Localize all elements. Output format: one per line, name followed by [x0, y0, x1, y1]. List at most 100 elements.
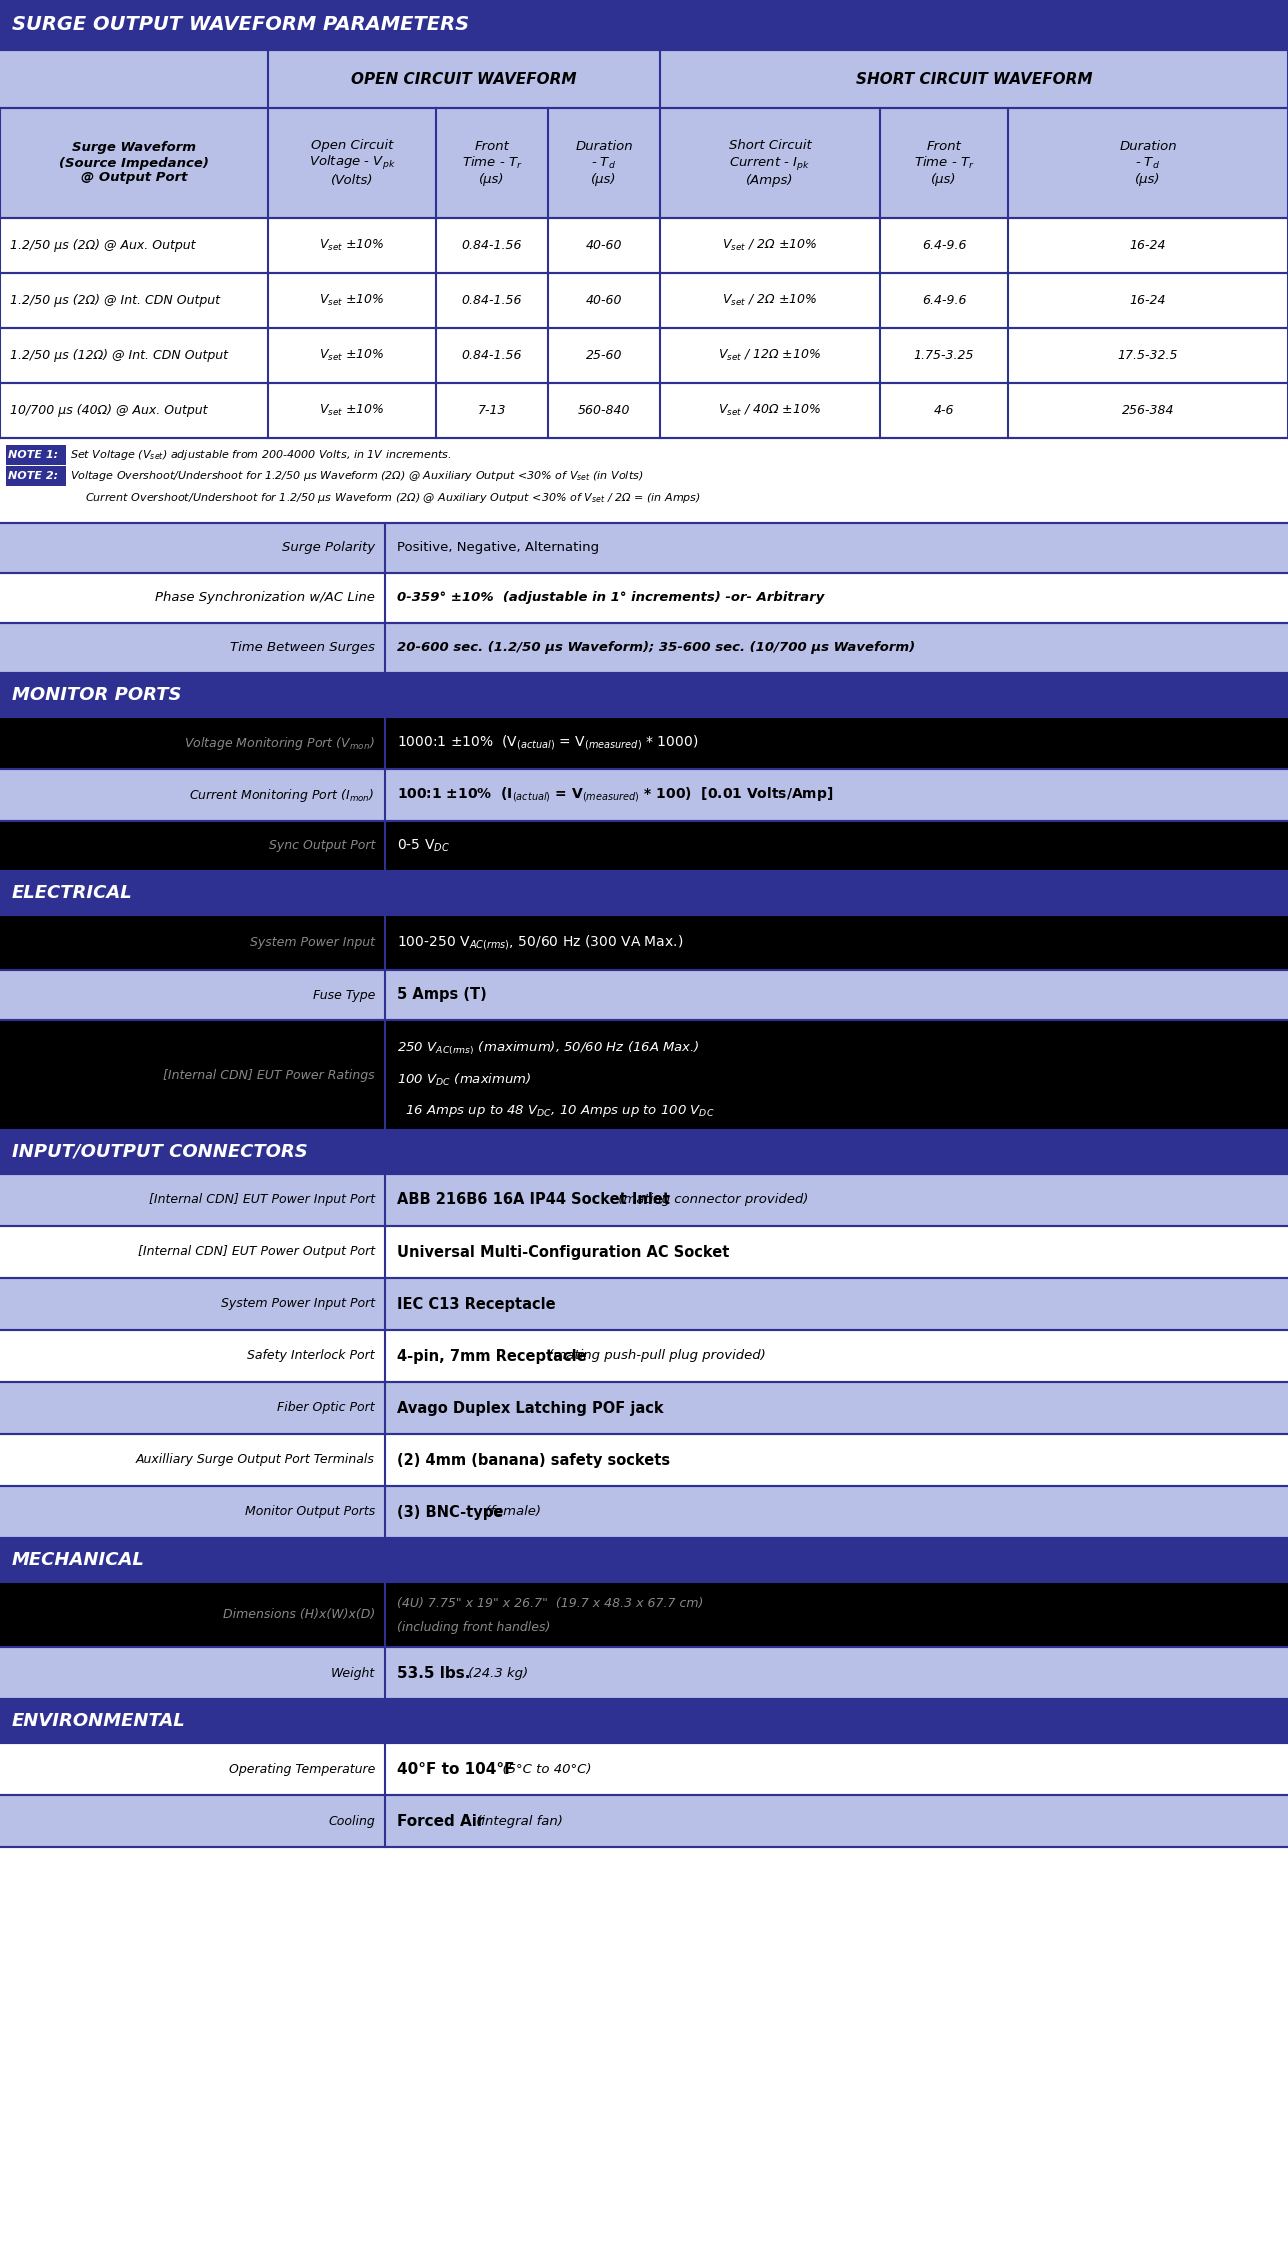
- Text: 25-60: 25-60: [586, 350, 622, 361]
- Text: Operating Temperature: Operating Temperature: [229, 1762, 375, 1776]
- Text: 10/700 µs (40Ω) @ Aux. Output: 10/700 µs (40Ω) @ Aux. Output: [10, 404, 207, 417]
- Text: [Internal CDN] EUT Power Input Port: [Internal CDN] EUT Power Input Port: [149, 1193, 375, 1206]
- Text: [Internal CDN] EUT Power Output Port: [Internal CDN] EUT Power Output Port: [138, 1247, 375, 1258]
- Text: 6.4-9.6: 6.4-9.6: [922, 294, 966, 307]
- Text: 1.75-3.25: 1.75-3.25: [913, 350, 974, 361]
- Text: Surge Polarity: Surge Polarity: [282, 543, 375, 554]
- Text: 0-359° ±10%  (adjustable in 1° increments) -or- Arbitrary: 0-359° ±10% (adjustable in 1° increments…: [397, 592, 824, 605]
- Text: V$_{set}$ / 12Ω ±10%: V$_{set}$ / 12Ω ±10%: [719, 348, 822, 363]
- Bar: [0, 1130, 1288, 1175]
- Text: V$_{set}$ ±10%: V$_{set}$ ±10%: [319, 348, 385, 363]
- Text: Current Overshoot/Undershoot for 1.2/50 µs Waveform (2Ω) @ Auxiliary Output <30%: Current Overshoot/Undershoot for 1.2/50 …: [85, 491, 701, 504]
- Text: Forced Air: Forced Air: [397, 1814, 484, 1829]
- Text: INPUT/OUTPUT CONNECTORS: INPUT/OUTPUT CONNECTORS: [12, 1143, 308, 1161]
- Text: 4-pin, 7mm Receptacle: 4-pin, 7mm Receptacle: [397, 1347, 586, 1363]
- Bar: [0, 1330, 1288, 1381]
- Text: 20-600 sec. (1.2/50 µs Waveform); 35-600 sec. (10/700 µs Waveform): 20-600 sec. (1.2/50 µs Waveform); 35-600…: [397, 641, 916, 655]
- Text: 250 V$_{AC (rms)}$ (maximum), 50/60 Hz (16A Max.): 250 V$_{AC (rms)}$ (maximum), 50/60 Hz (…: [397, 1040, 699, 1056]
- Text: V$_{set}$ ±10%: V$_{set}$ ±10%: [319, 404, 385, 417]
- Text: System Power Input: System Power Input: [250, 935, 375, 948]
- Text: 7-13: 7-13: [478, 404, 506, 417]
- Text: System Power Input Port: System Power Input Port: [220, 1298, 375, 1312]
- Text: OPEN CIRCUIT WAVEFORM: OPEN CIRCUIT WAVEFORM: [352, 72, 577, 87]
- Text: 4-6: 4-6: [934, 404, 954, 417]
- Bar: [0, 108, 1288, 217]
- Text: Duration
- T$_d$
(µs): Duration - T$_d$ (µs): [1119, 141, 1177, 186]
- Bar: [0, 574, 1288, 623]
- Bar: [0, 437, 1288, 522]
- Text: Safety Interlock Port: Safety Interlock Port: [247, 1350, 375, 1363]
- Bar: [0, 1847, 1288, 2242]
- Text: 560-840: 560-840: [578, 404, 630, 417]
- Bar: [0, 1742, 1288, 1796]
- Text: SURGE OUTPUT WAVEFORM PARAMETERS: SURGE OUTPUT WAVEFORM PARAMETERS: [12, 16, 469, 34]
- Bar: [6, 466, 66, 487]
- Text: 1.2/50 µs (2Ω) @ Int. CDN Output: 1.2/50 µs (2Ω) @ Int. CDN Output: [10, 294, 220, 307]
- Text: (including front handles): (including front handles): [397, 1621, 550, 1634]
- Text: 100 V$_{DC}$ (maximum): 100 V$_{DC}$ (maximum): [397, 1072, 532, 1087]
- Bar: [0, 717, 1288, 769]
- Text: ABB 216B6 16A IP44 Socket Inlet: ABB 216B6 16A IP44 Socket Inlet: [397, 1193, 670, 1208]
- Text: 1000:1 ±10%  (V$_{(actual)}$ = V$_{(measured)}$ * 1000): 1000:1 ±10% (V$_{(actual)}$ = V$_{(measu…: [397, 733, 698, 753]
- Text: [Internal CDN] EUT Power Ratings: [Internal CDN] EUT Power Ratings: [164, 1069, 375, 1081]
- Bar: [0, 217, 1288, 274]
- Text: (3) BNC-type: (3) BNC-type: [397, 1504, 504, 1520]
- Text: Monitor Output Ports: Monitor Output Ports: [245, 1504, 375, 1518]
- Text: (mating connector provided): (mating connector provided): [614, 1193, 809, 1206]
- Bar: [0, 1278, 1288, 1330]
- Text: 0.84-1.56: 0.84-1.56: [462, 294, 522, 307]
- Bar: [0, 49, 1288, 108]
- Text: Voltage Overshoot/Undershoot for 1.2/50 µs Waveform (2Ω) @ Auxiliary Output <30%: Voltage Overshoot/Undershoot for 1.2/50 …: [70, 469, 644, 482]
- Text: Sync Output Port: Sync Output Port: [269, 839, 375, 852]
- Bar: [0, 915, 1288, 971]
- Text: Short Circuit
Current - I$_{pk}$
(Amps): Short Circuit Current - I$_{pk}$ (Amps): [729, 139, 811, 186]
- Bar: [0, 383, 1288, 437]
- Text: (24.3 kg): (24.3 kg): [465, 1666, 528, 1679]
- Text: (5°C to 40°C): (5°C to 40°C): [495, 1762, 592, 1776]
- Bar: [0, 1226, 1288, 1278]
- Bar: [0, 0, 1288, 49]
- Text: Cooling: Cooling: [328, 1814, 375, 1827]
- Text: Current Monitoring Port (I$_{mon}$): Current Monitoring Port (I$_{mon}$): [189, 787, 375, 803]
- Text: 53.5 lbs.: 53.5 lbs.: [397, 1666, 470, 1682]
- Text: Fiber Optic Port: Fiber Optic Port: [277, 1401, 375, 1415]
- Text: 16 Amps up to 48 V$_{DC}$, 10 Amps up to 100 V$_{DC}$: 16 Amps up to 48 V$_{DC}$, 10 Amps up to…: [397, 1103, 715, 1119]
- Text: Avago Duplex Latching POF jack: Avago Duplex Latching POF jack: [397, 1401, 663, 1415]
- Text: (female): (female): [480, 1504, 541, 1518]
- Bar: [0, 1699, 1288, 1742]
- Bar: [0, 1538, 1288, 1583]
- Text: (2) 4mm (banana) safety sockets: (2) 4mm (banana) safety sockets: [397, 1453, 670, 1469]
- Text: 4-pin, 7mm Receptacle: 4-pin, 7mm Receptacle: [397, 1347, 586, 1363]
- Text: 16-24: 16-24: [1130, 240, 1166, 251]
- Text: ENVIRONMENTAL: ENVIRONMENTAL: [12, 1713, 185, 1731]
- Text: V$_{set}$ / 2Ω ±10%: V$_{set}$ / 2Ω ±10%: [723, 294, 818, 307]
- Bar: [0, 623, 1288, 673]
- Text: (mating push-pull plug provided): (mating push-pull plug provided): [544, 1350, 766, 1363]
- Text: Dimensions (H)x(W)x(D): Dimensions (H)x(W)x(D): [223, 1608, 375, 1621]
- Bar: [0, 1020, 1288, 1130]
- Bar: [0, 274, 1288, 327]
- Text: 100-250 V$_{AC (rms)}$, 50/60 Hz (300 VA Max.): 100-250 V$_{AC (rms)}$, 50/60 Hz (300 VA…: [397, 933, 683, 953]
- Bar: [0, 1435, 1288, 1486]
- Text: 1.2/50 µs (12Ω) @ Int. CDN Output: 1.2/50 µs (12Ω) @ Int. CDN Output: [10, 350, 228, 361]
- Bar: [0, 1648, 1288, 1699]
- Text: SHORT CIRCUIT WAVEFORM: SHORT CIRCUIT WAVEFORM: [855, 72, 1092, 87]
- Text: 0.84-1.56: 0.84-1.56: [462, 350, 522, 361]
- Text: Fuse Type: Fuse Type: [313, 989, 375, 1002]
- Text: Weight: Weight: [331, 1666, 375, 1679]
- Bar: [0, 673, 1288, 717]
- Text: Voltage Monitoring Port (V$_{mon}$): Voltage Monitoring Port (V$_{mon}$): [184, 735, 375, 751]
- Text: 40-60: 40-60: [586, 294, 622, 307]
- Text: Front
Time - T$_r$
(µs): Front Time - T$_r$ (µs): [913, 139, 974, 186]
- Bar: [0, 522, 1288, 574]
- Text: Auxilliary Surge Output Port Terminals: Auxilliary Surge Output Port Terminals: [137, 1453, 375, 1466]
- Text: V$_{set}$ ±10%: V$_{set}$ ±10%: [319, 294, 385, 307]
- Text: Surge Waveform
(Source Impedance)
@ Output Port: Surge Waveform (Source Impedance) @ Outp…: [59, 141, 209, 184]
- Bar: [0, 1796, 1288, 1847]
- Text: NOTE 2:: NOTE 2:: [8, 471, 58, 482]
- Text: 17.5-32.5: 17.5-32.5: [1118, 350, 1179, 361]
- Bar: [0, 1583, 1288, 1648]
- Text: 16-24: 16-24: [1130, 294, 1166, 307]
- Bar: [0, 1486, 1288, 1538]
- Text: 40-60: 40-60: [586, 240, 622, 251]
